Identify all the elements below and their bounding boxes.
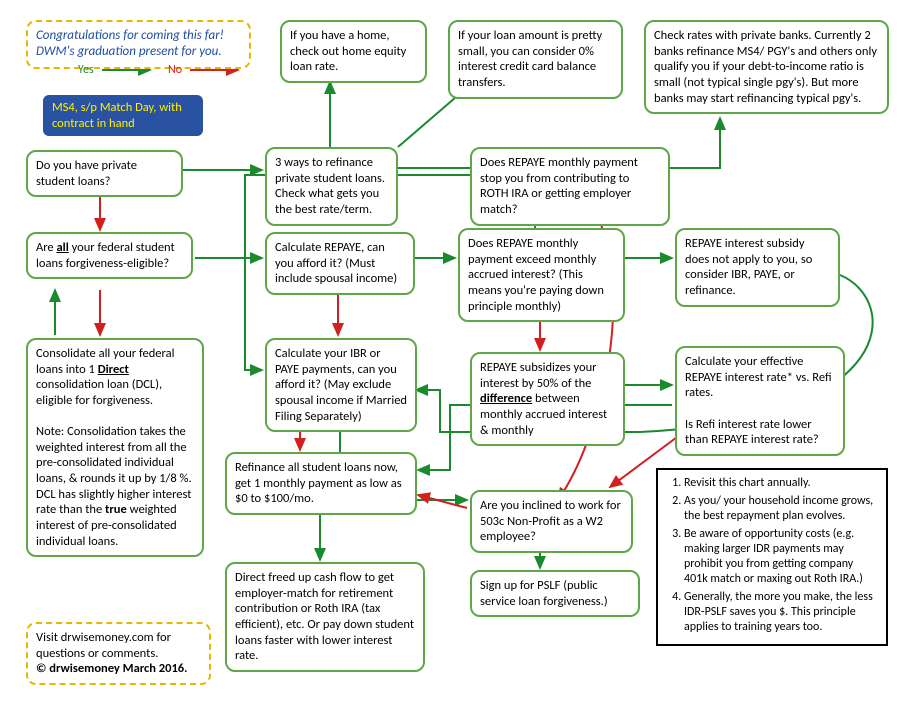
private-banks: Check rates with private banks. Currentl… [644, 20, 889, 114]
tip-4: Generally, the more you make, the less I… [684, 590, 878, 635]
three-ways: 3 ways to refinance private student loan… [265, 147, 398, 226]
q-forgiveness: Are all your federal student loans forgi… [26, 232, 193, 279]
calc-effective-rate: Calculate your effective REPAYE interest… [675, 346, 845, 456]
tip-1: Revisit this chart annually. [684, 476, 878, 491]
congrats-line2: DWM's graduation present for you. [36, 44, 222, 59]
pslf: Sign up for PSLF (public service loan fo… [470, 570, 640, 617]
start-node: MS4, s/p Match Day, with contract in han… [43, 95, 203, 136]
tip-3: Be aware of opportunity costs (e.g. maki… [684, 527, 878, 587]
footer-line1: Visit drwisemoney.com for questions or c… [36, 630, 171, 661]
direct-cashflow: Direct freed up cash flow to get employe… [225, 562, 425, 672]
legend-no-label: No [168, 63, 182, 77]
congrats-line1: Congratulations for coming this far! [36, 28, 224, 43]
consolidate: Consolidate all your federal loans into … [26, 338, 204, 557]
calc-ibr: Calculate your IBR or PAYE payments, can… [265, 338, 417, 432]
q-503c: Are you inclined to work for 503c Non-Pr… [470, 490, 633, 553]
tips-box: Revisit this chart annually. As you/ you… [656, 468, 888, 646]
repaye-subsidy: REPAYE subsidizes your interest by 50% o… [470, 352, 625, 446]
tip-2: As you/ your household income grows, the… [684, 494, 878, 524]
repaye-na: REPAYE interest subsidy does not apply t… [675, 228, 840, 307]
home-equity: If you have a home, check out home equit… [280, 20, 427, 83]
refinance-all: Refinance all student loans now, get 1 m… [225, 452, 417, 515]
legend-yes-label: Yes [78, 63, 94, 77]
footer-box: Visit drwisemoney.com for questions or c… [26, 622, 211, 685]
q-private-loans: Do you have private student loans? [26, 150, 183, 197]
zero-percent-card: If your loan amount is pretty small, you… [448, 20, 623, 99]
congrats-box: Congratulations for coming this far! DWM… [26, 20, 251, 69]
footer-line2: © drwisemoney March 2016. [36, 661, 187, 676]
q-repaye-roth: Does REPAYE monthly payment stop you fro… [470, 147, 670, 226]
calc-repaye: Calculate REPAYE, can you afford it? (Mu… [265, 232, 415, 295]
q-repaye-exceed: Does REPAYE monthly payment exceed month… [458, 228, 625, 322]
